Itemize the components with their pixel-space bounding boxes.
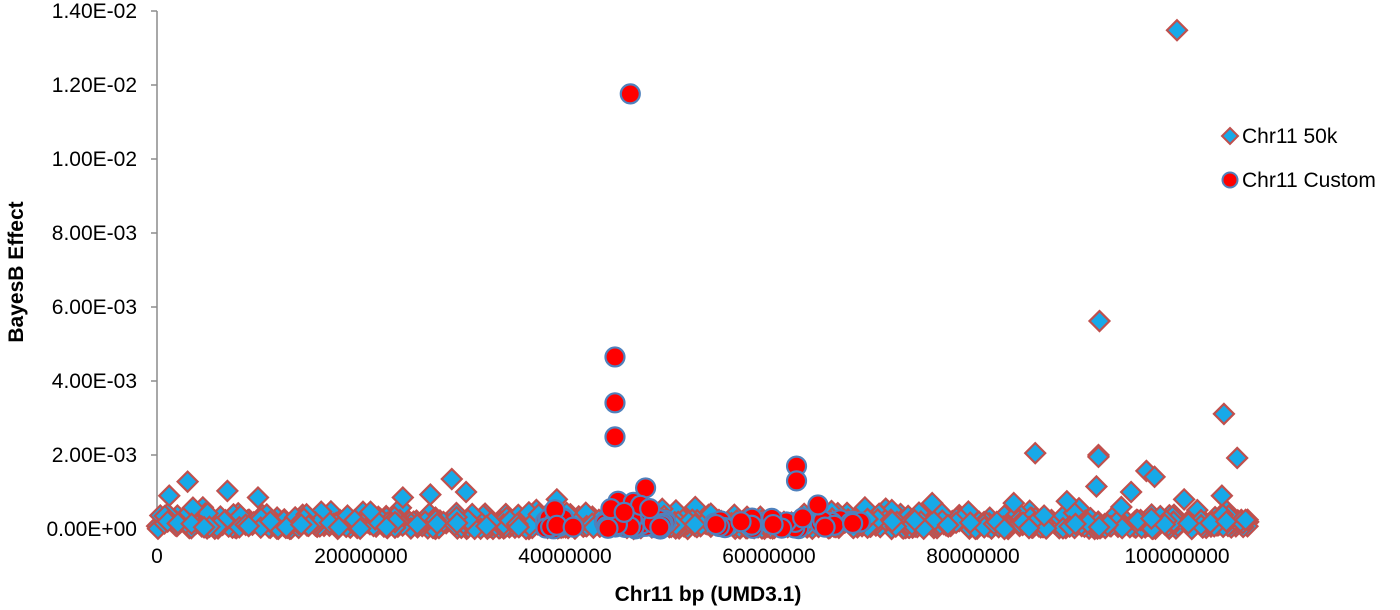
data-point-diamond xyxy=(1212,402,1236,426)
data-point-diamond xyxy=(992,517,1017,541)
x-tick-label: 80000000 xyxy=(926,545,1019,568)
data-point-circle xyxy=(562,516,584,538)
data-point-circle xyxy=(792,507,814,529)
data-point-diamond xyxy=(176,470,200,494)
data-point-circle xyxy=(785,470,808,492)
data-point-circle xyxy=(730,511,752,533)
y-axis: 0.00E+00 2.00E-03 4.00E-03 6.00E-03 8.00E-03… xyxy=(46,0,158,541)
data-point-diamond xyxy=(1214,509,1238,534)
data-point-diamond xyxy=(374,515,398,539)
data-point-diamond xyxy=(1165,18,1189,42)
data-point-circle xyxy=(613,501,635,523)
data-point-diamond xyxy=(157,484,181,508)
data-point-diamond xyxy=(192,515,216,539)
data-point-diamond xyxy=(1234,508,1258,532)
x-tick-label: 40000000 xyxy=(518,545,611,568)
data-point-diamond xyxy=(936,513,960,537)
data-point-circle xyxy=(604,426,626,448)
data-point-diamond xyxy=(1002,491,1026,515)
data-point-circle xyxy=(597,517,619,539)
data-point-circle xyxy=(814,516,836,538)
series-chr11-custom xyxy=(534,83,871,540)
legend-label: Chr11 50k xyxy=(1242,125,1338,148)
data-point-diamond xyxy=(327,515,351,539)
data-point-diamond xyxy=(1032,504,1056,528)
data-point-circle xyxy=(842,512,864,535)
x-tick-label: 20000000 xyxy=(314,545,407,568)
data-point-diamond xyxy=(683,512,707,537)
data-point-diamond xyxy=(507,515,531,539)
data-point-diamond xyxy=(445,511,469,535)
data-point-diamond xyxy=(358,500,383,524)
data-point-diamond xyxy=(1063,512,1088,536)
data-point-circle xyxy=(604,346,626,368)
y-tick-label: 0.00E+00 xyxy=(46,518,137,541)
data-point-diamond xyxy=(405,512,429,536)
data-point-diamond xyxy=(880,509,904,534)
legend-item-chr11-custom: Chr11 Custom xyxy=(1221,169,1376,192)
data-point-diamond xyxy=(418,483,442,507)
data-point-diamond xyxy=(246,485,270,510)
data-point-diamond xyxy=(1225,446,1249,470)
data-point-diamond xyxy=(391,485,415,510)
data-point-diamond xyxy=(289,513,313,537)
data-point-circle xyxy=(604,392,626,414)
data-point-diamond xyxy=(1017,516,1041,540)
legend-item-chr11-50k: Chr11 50k xyxy=(1220,125,1338,148)
data-point-diamond xyxy=(1084,474,1108,499)
data-point-diamond xyxy=(215,479,239,503)
data-point-diamond xyxy=(1139,507,1163,531)
data-point-diamond xyxy=(1086,445,1111,469)
series-chr11-50k xyxy=(145,18,1260,541)
legend: Chr11 50k Chr11 Custom xyxy=(1220,125,1376,192)
data-point-diamond xyxy=(1176,511,1200,535)
y-tick-label: 2.00E-03 xyxy=(52,444,137,467)
x-tick-label: 0 xyxy=(151,545,163,568)
data-point-diamond xyxy=(920,491,944,515)
data-point-diamond xyxy=(474,514,499,538)
data-point-diamond xyxy=(1055,489,1079,513)
circle-marker-icon xyxy=(1221,171,1239,189)
data-point-diamond xyxy=(1023,441,1047,465)
data-point-circle xyxy=(705,513,727,536)
data-point-diamond xyxy=(237,514,261,538)
data-point-diamond xyxy=(425,512,449,536)
diamond-marker-icon xyxy=(1220,126,1240,146)
x-tick-label: 60000000 xyxy=(722,545,815,568)
x-axis-title: Chr11 bp (UMD3.1) xyxy=(615,583,802,606)
y-tick-label: 1.20E-02 xyxy=(52,74,137,97)
data-point-circle xyxy=(807,494,829,516)
data-point-diamond xyxy=(903,508,927,532)
x-tick-label: 100000000 xyxy=(1124,545,1229,568)
y-tick-label: 4.00E-03 xyxy=(52,370,137,393)
data-point-diamond xyxy=(1119,480,1143,504)
data-point-diamond xyxy=(1087,515,1111,539)
y-tick-label: 8.00E-03 xyxy=(52,222,137,245)
x-axis: 0 20000000 40000000 60000000 80000000 1000000… xyxy=(151,545,1229,568)
data-point-circle xyxy=(619,83,641,105)
y-tick-label: 1.00E-02 xyxy=(52,148,137,171)
y-tick-label: 1.40E-02 xyxy=(52,0,137,23)
data-point-circle xyxy=(639,498,661,520)
data-point-diamond xyxy=(1172,487,1196,511)
data-point-diamond xyxy=(1109,495,1133,519)
y-axis-title: BayesB Effect xyxy=(5,201,28,342)
y-tick-label: 6.00E-03 xyxy=(52,296,137,319)
data-point-diamond xyxy=(454,480,478,504)
legend-label: Chr11 Custom xyxy=(1242,169,1376,192)
data-point-diamond xyxy=(958,511,982,535)
plot-area xyxy=(145,18,1260,541)
data-point-diamond xyxy=(348,517,372,541)
data-point-diamond xyxy=(1087,309,1112,333)
data-point-circle xyxy=(762,513,784,536)
data-point-diamond xyxy=(1143,465,1167,489)
data-point-diamond xyxy=(1210,484,1234,508)
data-point-circle xyxy=(649,516,671,538)
data-point-diamond xyxy=(440,467,464,491)
data-point-diamond xyxy=(258,509,282,533)
